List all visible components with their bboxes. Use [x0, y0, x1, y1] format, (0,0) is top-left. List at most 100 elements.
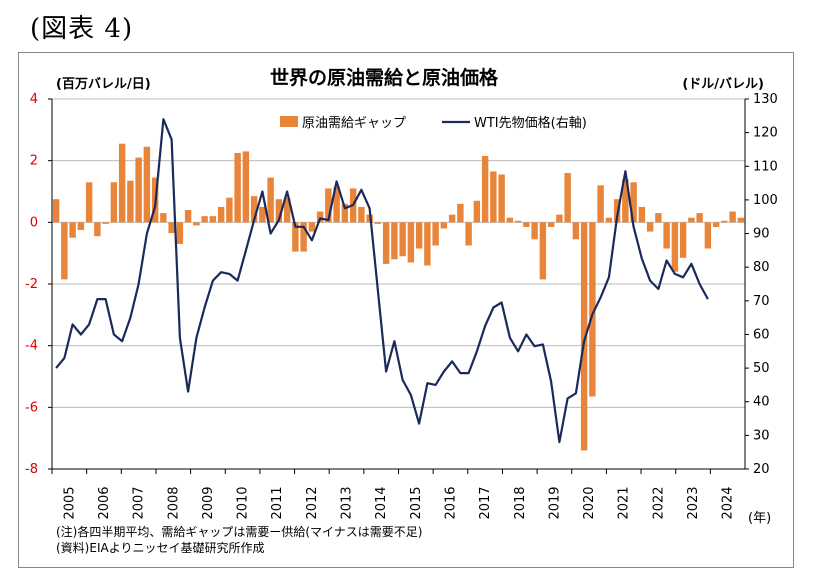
- x-tick-label: 2021: [617, 486, 632, 519]
- bar: [399, 222, 406, 257]
- bar: [514, 220, 522, 223]
- y-left-tick-label: 0: [30, 215, 38, 230]
- y-left-tick-label: -8: [25, 462, 38, 477]
- bar: [143, 146, 151, 223]
- bar: [737, 217, 745, 223]
- wti-price-line: [55, 118, 709, 444]
- bar: [663, 222, 670, 249]
- bar: [168, 222, 175, 234]
- y-right-tick-label: 80: [753, 260, 770, 275]
- bar: [176, 222, 184, 244]
- bar: [696, 213, 703, 223]
- axes: 420-2-4-6-813012011010090807060504030202…: [25, 92, 778, 520]
- x-tick-label: 2024: [721, 486, 736, 519]
- y-right-tick-label: 20: [753, 462, 770, 477]
- y-right-tick-label: 130: [753, 92, 778, 107]
- bar: [382, 222, 390, 264]
- y-left-tick-label: -6: [25, 400, 38, 415]
- x-axis-unit: (年): [748, 511, 771, 526]
- bar: [712, 222, 720, 227]
- bar: [292, 222, 299, 252]
- y-right-tick-label: 90: [753, 227, 770, 242]
- legend: 原油需給ギャップ WTI先物価格(右軸): [280, 115, 587, 131]
- bar: [52, 199, 60, 223]
- bar: [655, 213, 662, 223]
- bar: [589, 222, 596, 397]
- bar: [646, 222, 654, 232]
- right-axis-unit: (ドル/バレル): [682, 77, 764, 92]
- bar: [407, 222, 415, 263]
- bar: [605, 217, 613, 223]
- x-tick-label: 2008: [166, 486, 181, 519]
- bar: [85, 182, 93, 223]
- x-tick-label: 2017: [478, 486, 493, 519]
- bar: [531, 222, 538, 240]
- bar: [127, 180, 134, 223]
- x-tick-label: 2023: [686, 486, 701, 519]
- bar: [564, 173, 571, 223]
- x-tick-label: 2018: [513, 486, 528, 519]
- bar: [391, 222, 398, 260]
- x-tick-label: 2016: [443, 486, 458, 519]
- bar: [61, 222, 68, 280]
- bar: [275, 199, 283, 223]
- legend-bar-label: 原油需給ギャップ: [302, 116, 406, 131]
- bar: [457, 203, 464, 223]
- y-right-tick-label: 110: [753, 159, 778, 174]
- footnote-note: (注)各四半期平均、需給ギャップは需要ー供給(マイナスは需要不足): [56, 524, 423, 539]
- bar: [498, 174, 505, 223]
- y-right-tick-label: 30: [753, 428, 770, 443]
- bar: [671, 222, 679, 272]
- y-right-tick-label: 60: [753, 327, 770, 342]
- bar: [325, 188, 332, 223]
- bar: [209, 216, 217, 223]
- x-tick-label: 2006: [97, 486, 112, 519]
- y-left-tick-label: 2: [30, 154, 38, 169]
- bar: [358, 206, 365, 223]
- bar: [259, 206, 266, 223]
- bar: [69, 222, 76, 238]
- bar: [308, 222, 316, 232]
- bar: [250, 196, 258, 223]
- bar: [184, 210, 192, 223]
- x-tick-label: 2005: [62, 486, 77, 519]
- bar: [679, 222, 687, 258]
- bar: [316, 211, 324, 223]
- figure-label: (図表 4): [30, 14, 134, 44]
- bar: [226, 197, 233, 223]
- y-left-tick-label: -4: [25, 339, 38, 354]
- y-right-tick-label: 50: [753, 361, 770, 376]
- x-tick-label: 2012: [305, 486, 320, 519]
- y-right-tick-label: 70: [753, 294, 770, 309]
- bar: [267, 177, 274, 223]
- bar: [481, 156, 489, 223]
- x-tick-label: 2010: [236, 486, 251, 519]
- bar: [580, 222, 588, 451]
- bar: [234, 152, 241, 223]
- bar-series: [52, 143, 745, 451]
- bar: [440, 222, 448, 229]
- grid-lines: [52, 98, 745, 470]
- legend-bar-swatch: [280, 116, 298, 127]
- bar: [506, 217, 514, 223]
- chart-frame: [18, 52, 794, 568]
- y-left-tick-label: -2: [25, 277, 38, 292]
- bar: [242, 151, 250, 223]
- bar: [341, 203, 349, 223]
- bar: [102, 222, 109, 224]
- bar: [638, 206, 646, 223]
- y-left-tick-label: 4: [30, 92, 38, 107]
- bar: [572, 222, 580, 240]
- line-series: [55, 118, 709, 444]
- bar: [333, 186, 340, 223]
- left-axis-unit: (百万バレル/日): [56, 77, 151, 92]
- legend-line-label: WTI先物価格(右軸): [474, 115, 587, 131]
- bar: [77, 222, 85, 231]
- bar: [110, 182, 118, 223]
- bar: [374, 222, 382, 224]
- x-tick-label: 2020: [582, 486, 597, 519]
- x-tick-label: 2014: [374, 486, 389, 519]
- bar: [135, 157, 142, 223]
- bar: [490, 171, 497, 223]
